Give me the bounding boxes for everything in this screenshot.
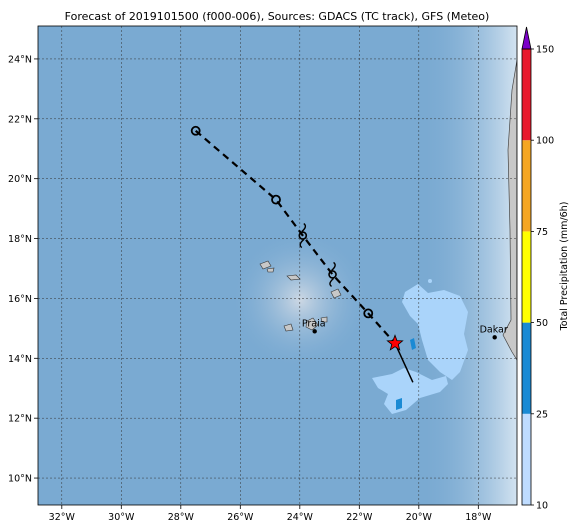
y-tick-label: 18°N: [8, 234, 32, 245]
colorbar-tick-label: 100: [536, 136, 554, 147]
map-title: Forecast of 2019101500 (f000-006), Sourc…: [65, 10, 490, 23]
colorbar-segment: [522, 322, 531, 414]
y-tick-label: 14°N: [8, 354, 32, 365]
x-tick-label: 20°W: [406, 512, 433, 523]
y-tick-label: 16°N: [8, 294, 32, 305]
storm-symbol-icon: [328, 261, 337, 288]
track-point-marker: [271, 194, 281, 205]
city-dot: [312, 329, 317, 334]
colorbar-tick-label: 25: [536, 409, 548, 420]
storm-track: [190, 125, 414, 383]
colorbar-tick-label: 75: [536, 227, 548, 238]
x-tick-label: 26°W: [227, 512, 254, 523]
colorbar-segment: [522, 231, 531, 323]
colorbar-tick-label: 10: [536, 501, 548, 512]
colorbar-segment: [522, 140, 531, 232]
y-tick-label: 12°N: [8, 414, 32, 425]
y-tick-label: 22°N: [8, 114, 32, 125]
colorbar-extend-arrow: [521, 26, 532, 50]
colorbar-label: Total Precipitation (mm/6h): [559, 202, 570, 332]
x-tick-label: 18°W: [465, 512, 492, 523]
africa-coast: [502, 59, 517, 361]
colorbar-frame: [521, 48, 532, 506]
city-dot: [492, 335, 497, 340]
colorbar-segment: [522, 413, 531, 505]
current-position-star-icon: [386, 334, 404, 351]
track-point-marker: [190, 125, 201, 136]
place-markers: Praia Dakar: [302, 318, 508, 340]
city-label: Praia: [302, 318, 326, 329]
coast-glow: [420, 26, 517, 505]
colorbar-tick-label: 150: [536, 45, 554, 56]
x-tick-label: 32°W: [49, 512, 76, 523]
cape-verde-islands: [259, 260, 342, 332]
x-tick-label: 22°W: [346, 512, 373, 523]
longitude-ticks: 32°W 30°W 28°W 26°W 24°W 22°W 20°W 18°W: [49, 505, 492, 523]
latitude-ticks: 24°N 22°N 20°N 18°N 16°N 14°N 12°N 10°N: [8, 54, 38, 485]
map-frame: [37, 25, 518, 506]
precipitation-colorbar: 10 25 50 75 100 150: [521, 26, 554, 512]
x-tick-label: 24°W: [287, 512, 314, 523]
city-label: Dakar: [480, 324, 508, 335]
precipitation-area: [372, 279, 468, 414]
y-tick-label: 20°N: [8, 174, 32, 185]
track-point-marker: [363, 308, 374, 319]
colorbar-tick-label: 50: [536, 318, 548, 329]
colorbar-segment: [522, 49, 531, 141]
storm-symbol-icon: [298, 223, 308, 249]
x-tick-label: 28°W: [168, 512, 195, 523]
past-track-line: [394, 343, 414, 383]
y-tick-label: 10°N: [8, 474, 32, 485]
y-tick-label: 24°N: [8, 54, 32, 65]
x-tick-label: 30°W: [108, 512, 135, 523]
forecast-track-line: [194, 129, 396, 345]
